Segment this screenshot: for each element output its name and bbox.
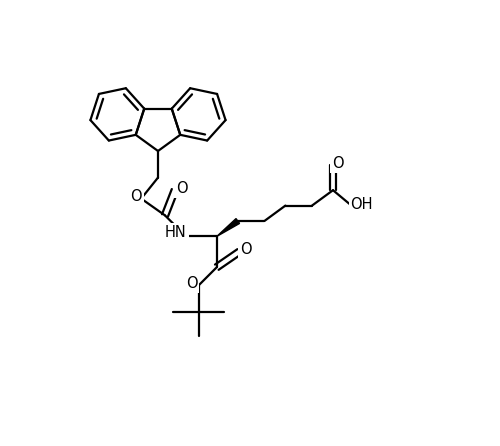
Text: HN: HN: [165, 225, 187, 240]
Text: O: O: [176, 181, 188, 196]
Text: O: O: [186, 276, 198, 291]
Text: OH: OH: [350, 197, 373, 212]
Text: O: O: [332, 156, 344, 170]
Text: O: O: [240, 242, 252, 257]
Polygon shape: [217, 219, 240, 236]
Text: O: O: [130, 189, 142, 204]
